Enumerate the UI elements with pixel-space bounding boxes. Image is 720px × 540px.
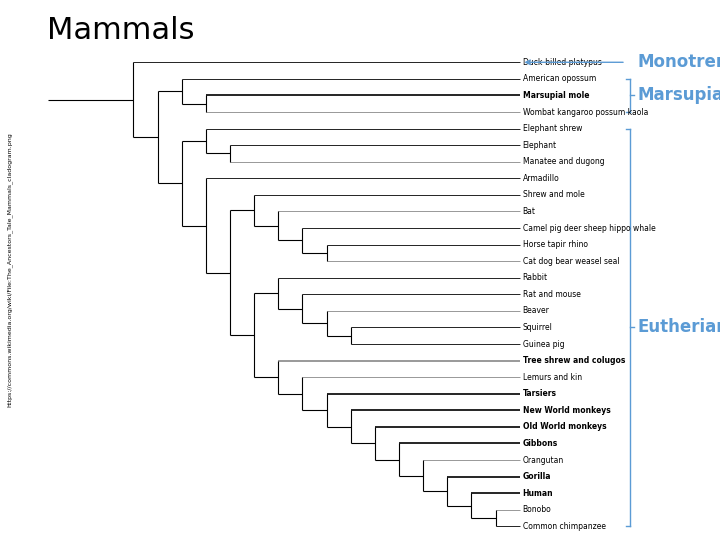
Text: Mammals: Mammals <box>47 16 194 45</box>
Text: Gorilla: Gorilla <box>523 472 552 481</box>
Text: Beaver: Beaver <box>523 306 549 315</box>
Text: Cat dog bear weasel seal: Cat dog bear weasel seal <box>523 256 619 266</box>
Text: Gibbons: Gibbons <box>523 439 558 448</box>
Text: Armadillo: Armadillo <box>523 174 559 183</box>
Text: Bonobo: Bonobo <box>523 505 552 514</box>
Text: Rabbit: Rabbit <box>523 273 548 282</box>
Text: Monotreme: Monotreme <box>637 53 720 71</box>
Text: Tarsiers: Tarsiers <box>523 389 557 398</box>
Text: Eutherian: Eutherian <box>637 319 720 336</box>
Text: Old World monkeys: Old World monkeys <box>523 422 606 431</box>
Text: Lemurs and kin: Lemurs and kin <box>523 373 582 382</box>
Text: Guinea pig: Guinea pig <box>523 340 564 348</box>
Text: Human: Human <box>523 489 554 498</box>
Text: Bat: Bat <box>523 207 536 216</box>
Text: New World monkeys: New World monkeys <box>523 406 611 415</box>
Text: Shrew and mole: Shrew and mole <box>523 191 585 199</box>
Text: American opossum: American opossum <box>523 75 596 83</box>
Text: Wombat kangaroo possum kaola: Wombat kangaroo possum kaola <box>523 107 648 117</box>
Text: Camel pig deer sheep hippo whale: Camel pig deer sheep hippo whale <box>523 224 655 233</box>
Text: Tree shrew and colugos: Tree shrew and colugos <box>523 356 625 365</box>
Text: Duck-billed platypus: Duck-billed platypus <box>523 58 602 67</box>
Text: Squirrel: Squirrel <box>523 323 553 332</box>
Text: Horse tapir rhino: Horse tapir rhino <box>523 240 588 249</box>
Text: Common chimpanzee: Common chimpanzee <box>523 522 606 531</box>
Text: Manatee and dugong: Manatee and dugong <box>523 157 604 166</box>
Text: Elephant: Elephant <box>523 140 557 150</box>
Text: Orangutan: Orangutan <box>523 456 564 464</box>
Text: Elephant shrew: Elephant shrew <box>523 124 582 133</box>
Text: Rat and mouse: Rat and mouse <box>523 290 580 299</box>
Text: Marsupial: Marsupial <box>637 86 720 104</box>
Text: https://commons.wikimedia.org/wiki/File:The_Ancestors_Tale_Mammals_cladogram.png: https://commons.wikimedia.org/wiki/File:… <box>6 133 12 407</box>
Text: Marsupial mole: Marsupial mole <box>523 91 589 100</box>
